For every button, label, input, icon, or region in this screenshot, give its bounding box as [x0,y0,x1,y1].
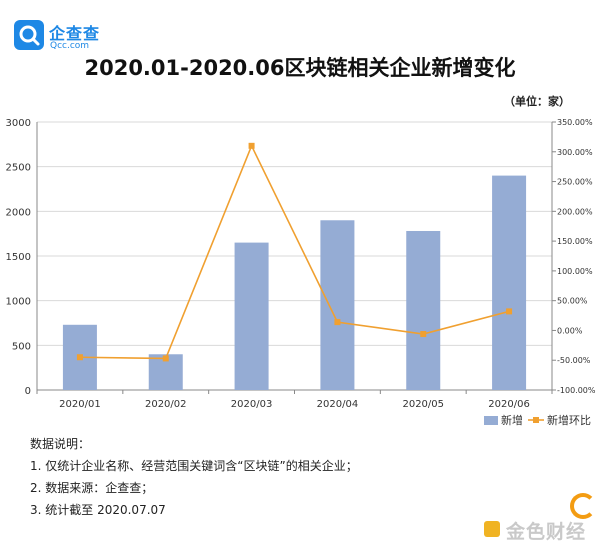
ratio-point-2020/06 [506,308,513,315]
unit-label: （单位：家） [504,95,570,108]
note-item-1: 1. 仅统计企业名称、经营范围关键词含“区块链”的相关企业； [30,459,358,473]
legend-line-marker [533,417,539,423]
legend-bar-swatch [484,416,498,425]
y-right-tick-label: 200.00% [557,207,593,216]
y-left-tick-label: 3000 [6,118,31,129]
bar-2020/05 [406,230,441,390]
y-right-tick-label: -50.00% [557,356,591,365]
data-notes: 数据说明： 1. 仅统计企业名称、经营范围关键词含“区块链”的相关企业； 2. … [30,433,358,521]
y-right-tick-label: 300.00% [557,148,593,157]
ratio-line [79,143,510,360]
y-right-tick-label: 50.00% [557,297,588,306]
watermark-text: 金色财经 [506,521,587,543]
watermark-ring-icon [570,493,596,519]
x-tick-label: 2020/02 [145,399,187,410]
qcc-logo-icon [14,20,44,50]
note-item-2: 2. 数据来源：企查查； [30,481,154,495]
y-left-tick-label: 0 [25,386,31,397]
legend-bar-label: 新增 [501,413,523,427]
bar-2020/04 [320,220,355,390]
y-right-tick-label: 100.00% [557,267,593,276]
y-left-tick-label: 2000 [6,207,31,218]
y-right-tick-label: 250.00% [557,178,593,187]
y-left-tick-label: 1500 [6,252,31,263]
ratio-point-2020/02 [162,355,169,362]
logo-name: 企查查 [49,24,101,43]
x-tick-label: 2020/03 [231,399,273,410]
ratio-point-2020/01 [76,354,83,361]
y-left-tick-label: 500 [12,341,31,352]
bar-2020/03 [234,242,269,390]
x-tick-label: 2020/01 [59,399,101,410]
y-right-tick-label: 0.00% [557,326,583,335]
watermark: 金色财经 [484,493,600,545]
y-right-tick-label: 350.00% [557,118,593,127]
y-left-tick-label: 2500 [6,163,31,174]
x-tick-label: 2020/05 [402,399,444,410]
y-left-tick-label: 1000 [6,297,31,308]
y-right-tick-label: -100.00% [557,386,596,395]
jinse-logo-icon [484,521,500,537]
qcc-logo: 企查查 Qcc.com [14,20,104,54]
notes-heading: 数据说明： [30,437,91,451]
ratio-point-2020/05 [420,331,427,338]
bar-2020/06 [492,175,527,390]
legend-line-label: 新增环比 [547,413,591,427]
x-tick-label: 2020/04 [317,399,359,410]
ratio-point-2020/03 [248,142,255,149]
ratio-point-2020/04 [334,319,341,326]
x-tick-label: 2020/06 [488,399,530,410]
logo-domain: Qcc.com [50,41,90,51]
combo-chart: 0 500 1000 1500 2000 2500 3000 -100.00% -50.00% 0… [6,118,596,427]
y-right-tick-label: 150.00% [557,237,593,246]
chart-title: 2020.01-2020.06区块链相关企业新增变化 [84,56,516,80]
note-item-3: 3. 统计截至 2020.07.07 [30,503,166,517]
